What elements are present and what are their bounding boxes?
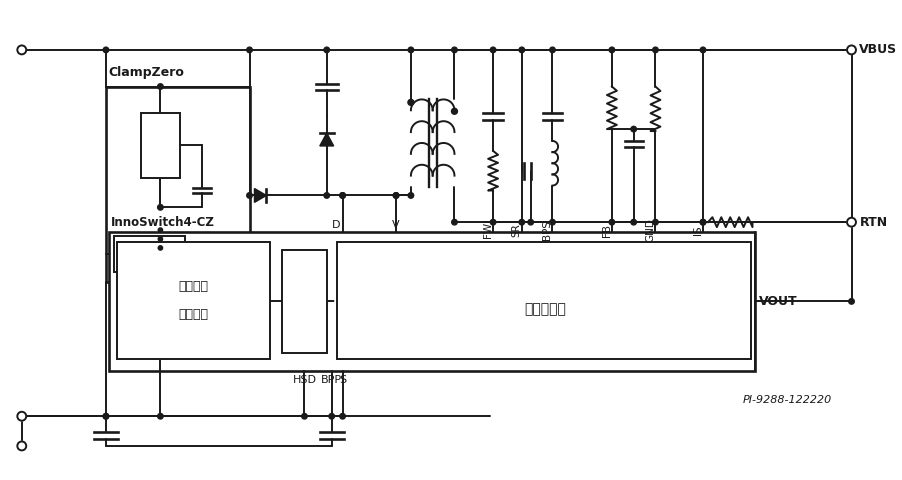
Bar <box>106 86 249 282</box>
Text: FB: FB <box>602 224 612 237</box>
Circle shape <box>846 46 855 54</box>
Circle shape <box>158 237 162 241</box>
Text: FW: FW <box>483 222 492 238</box>
Circle shape <box>17 412 26 420</box>
Bar <box>114 236 185 272</box>
Circle shape <box>652 219 658 225</box>
Circle shape <box>328 413 334 419</box>
Circle shape <box>324 192 329 198</box>
Circle shape <box>451 108 457 114</box>
Circle shape <box>699 219 705 225</box>
Text: 次級側控制: 次級側控制 <box>524 302 566 316</box>
Circle shape <box>519 47 524 53</box>
Circle shape <box>699 219 705 225</box>
Polygon shape <box>319 133 334 146</box>
Circle shape <box>609 219 614 225</box>
Circle shape <box>158 246 162 250</box>
Circle shape <box>528 219 533 225</box>
Text: ClampZero: ClampZero <box>108 66 184 79</box>
Circle shape <box>490 219 495 225</box>
Circle shape <box>393 192 399 198</box>
Circle shape <box>158 84 163 89</box>
Text: BPS: BPS <box>542 220 552 240</box>
Text: BPP: BPP <box>321 375 342 384</box>
Bar <box>336 242 750 359</box>
Bar <box>281 250 327 353</box>
Text: 初級開關: 初級開關 <box>179 280 208 293</box>
Text: 及控制器: 及控制器 <box>179 308 208 321</box>
Circle shape <box>339 413 345 419</box>
Circle shape <box>17 442 26 450</box>
Circle shape <box>408 47 413 53</box>
Circle shape <box>301 413 307 419</box>
Circle shape <box>451 219 456 225</box>
Circle shape <box>17 46 26 54</box>
Circle shape <box>490 47 495 53</box>
Circle shape <box>609 47 614 53</box>
Circle shape <box>324 47 329 53</box>
Circle shape <box>549 47 555 53</box>
Circle shape <box>158 228 162 232</box>
Bar <box>109 232 755 371</box>
Text: VBUS: VBUS <box>859 43 897 56</box>
Text: D: D <box>332 220 340 230</box>
Text: HSD: HSD <box>292 375 316 384</box>
Text: PI-9288-122220: PI-9288-122220 <box>741 396 831 406</box>
Circle shape <box>451 47 456 53</box>
Circle shape <box>652 47 658 53</box>
Bar <box>116 242 270 359</box>
Circle shape <box>103 413 108 419</box>
Circle shape <box>549 219 555 225</box>
Text: S: S <box>338 375 345 384</box>
Circle shape <box>699 47 705 53</box>
Text: IS: IS <box>692 225 703 235</box>
Text: GND: GND <box>645 218 655 242</box>
Circle shape <box>339 192 345 198</box>
Circle shape <box>630 126 636 132</box>
Polygon shape <box>254 189 266 203</box>
Circle shape <box>630 219 636 225</box>
Circle shape <box>848 299 853 304</box>
Text: V: V <box>391 220 400 230</box>
Circle shape <box>339 192 345 198</box>
Text: InnoSwitch4-CZ: InnoSwitch4-CZ <box>111 216 215 229</box>
Circle shape <box>393 192 399 198</box>
Circle shape <box>408 192 413 198</box>
Circle shape <box>103 47 108 53</box>
Text: VOUT: VOUT <box>759 295 797 308</box>
Circle shape <box>158 204 163 210</box>
Circle shape <box>846 218 855 227</box>
Bar <box>141 113 180 178</box>
Text: SR: SR <box>511 223 521 237</box>
Circle shape <box>246 192 252 198</box>
Circle shape <box>246 47 252 53</box>
Text: RTN: RTN <box>859 216 887 228</box>
Circle shape <box>103 413 108 419</box>
Circle shape <box>158 413 163 419</box>
Circle shape <box>408 99 413 105</box>
Circle shape <box>519 219 524 225</box>
